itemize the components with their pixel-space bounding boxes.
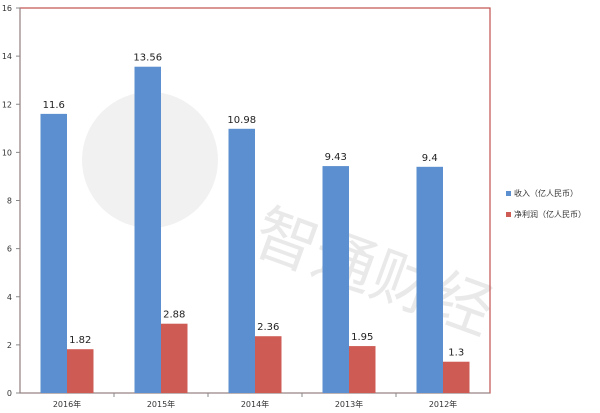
x-tick-label: 2015年 [147,399,175,409]
y-tick-label: 12 [2,100,12,109]
legend-swatch [506,212,511,217]
y-tick-label: 8 [7,197,12,206]
bar-revenue [40,113,67,393]
bar-net-profit [67,349,94,393]
data-label: 10.98 [227,115,256,126]
y-tick-label: 6 [7,245,12,254]
legend-label: 收入（亿人民币） [514,188,578,198]
data-label: 9.43 [325,152,347,163]
y-tick-label: 10 [2,148,12,157]
data-label: 13.56 [133,53,162,64]
bar-revenue [134,66,161,394]
y-tick-label: 4 [7,293,12,302]
bar-revenue [228,128,255,393]
legend-swatch [506,191,511,196]
data-label: 2.36 [257,322,279,333]
x-tick-label: 2014年 [241,399,269,409]
data-label: 2.88 [163,310,185,321]
bar-net-profit [255,336,282,393]
bar-net-profit [349,346,376,393]
y-tick-label: 2 [7,341,12,350]
legend-label: 净利润（亿人民币） [514,209,586,219]
data-label: 9.4 [422,153,438,164]
x-tick-label: 2012年 [429,399,457,409]
data-label: 11.6 [43,100,65,111]
bar-revenue [322,166,349,393]
bar-net-profit [443,361,470,393]
y-tick-label: 0 [7,389,12,398]
data-label: 1.3 [448,348,464,359]
bar-net-profit [161,323,188,393]
x-tick-label: 2013年 [335,399,363,409]
x-tick-label: 2016年 [53,399,81,409]
bar-revenue [416,166,443,393]
data-label: 1.95 [351,332,373,343]
watermark-text: 智通财经 [245,195,503,348]
data-label: 1.82 [69,335,91,346]
y-tick-label: 14 [2,52,12,61]
y-tick-label: 16 [2,4,12,13]
